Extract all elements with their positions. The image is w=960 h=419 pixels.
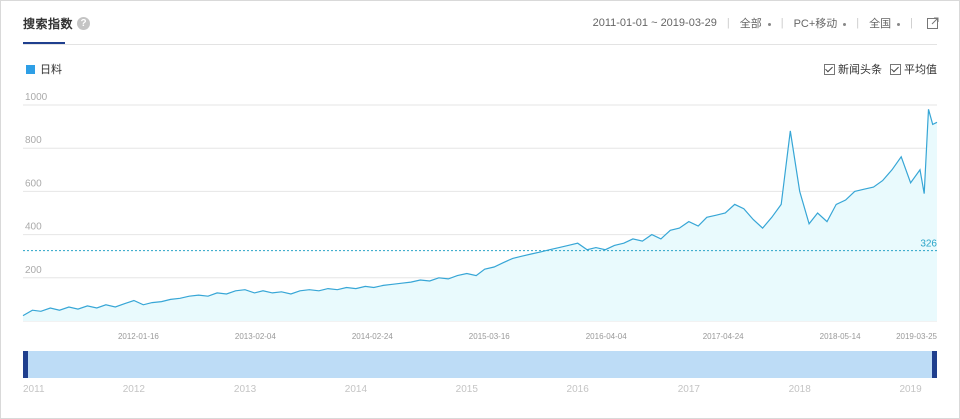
x-tick-label: 2014-02-24 (352, 332, 393, 341)
y-tick-label: 800 (25, 135, 42, 146)
average-value-label: 326 (920, 239, 937, 250)
series-swatch (26, 64, 35, 74)
header-divider (23, 44, 937, 45)
slider-year-label: 2013 (234, 384, 257, 395)
series-legend[interactable]: 日料 (26, 61, 62, 77)
checkbox-checked-icon (824, 63, 835, 75)
x-tick-label: 2018-05-14 (820, 332, 861, 341)
filter-separator: | (780, 17, 784, 29)
slider-year-label: 2011 (23, 384, 45, 395)
slider-year-label: 2015 (456, 384, 479, 395)
filter-separator: | (726, 17, 730, 29)
average-checkbox-label: 平均值 (904, 64, 937, 76)
device-scope-value: 全部 (739, 18, 762, 30)
title-underline (23, 42, 65, 44)
x-tick-label: 2012-01-16 (118, 332, 159, 341)
filter-separator: | (910, 17, 913, 29)
x-tick-label: 2013-02-04 (235, 332, 276, 341)
platform-value: PC+移动 (793, 18, 838, 30)
region-select[interactable]: 全国 (869, 15, 901, 31)
region-value: 全国 (869, 18, 892, 30)
series-line (22, 109, 938, 317)
platform-select[interactable]: PC+移动 (794, 15, 847, 31)
share-icon[interactable] (927, 17, 939, 29)
slider-year-label: 2012 (123, 384, 146, 395)
date-range-picker[interactable]: 2011-01-01 ~ 2019-03-29 (592, 17, 717, 29)
news-checkbox[interactable]: 新闻头条 (824, 61, 882, 77)
y-tick-label: 400 (25, 222, 42, 233)
average-checkbox[interactable]: 平均值 (890, 61, 937, 77)
y-tick-label: 600 (25, 178, 42, 189)
series-area (23, 109, 937, 321)
y-tick-label: 1000 (25, 92, 48, 103)
panel-header: 搜索指数 ? 2011-01-01 ~ 2019-03-29 | 全部 | PC… (1, 1, 959, 45)
dropdown-dot-icon (767, 22, 771, 26)
x-tick-label: 2017-04-24 (703, 332, 744, 341)
slider-year-label: 2019 (899, 384, 922, 395)
dropdown-dot-icon (843, 22, 847, 26)
slider-year-label: 2018 (789, 384, 812, 395)
overlay-toggles: 新闻头条 平均值 (816, 61, 937, 77)
range-slider-end-handle[interactable] (932, 351, 937, 378)
x-tick-label: 2019-03-25 (896, 332, 937, 341)
filter-separator: | (856, 17, 860, 29)
range-slider-track[interactable] (23, 351, 937, 378)
title-area: 搜索指数 ? (23, 1, 91, 45)
filter-bar: 2011-01-01 ~ 2019-03-29 | 全部 | PC+移动 | 全… (593, 1, 939, 45)
panel-title: 搜索指数 (23, 16, 74, 31)
slider-year-label: 2014 (345, 384, 368, 395)
y-tick-label: 200 (25, 265, 42, 276)
help-icon[interactable]: ? (77, 16, 91, 30)
x-tick-label: 2015-03-16 (469, 332, 510, 341)
news-checkbox-label: 新闻头条 (838, 64, 882, 76)
slider-year-label: 2017 (678, 384, 701, 395)
x-tick-label: 2016-04-04 (586, 332, 627, 341)
slider-year-label: 2016 (567, 384, 590, 395)
checkbox-checked-icon (890, 63, 901, 75)
series-legend-label: 日料 (40, 64, 62, 76)
dropdown-dot-icon (897, 22, 901, 26)
range-slider-start-handle[interactable] (23, 351, 28, 378)
device-scope-select[interactable]: 全部 (740, 15, 771, 31)
